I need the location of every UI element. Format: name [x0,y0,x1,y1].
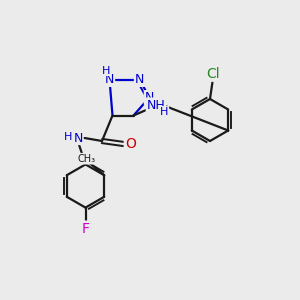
Text: H: H [160,106,169,117]
Text: O: O [125,137,136,151]
Text: NH: NH [147,98,165,112]
Text: N: N [73,131,83,145]
Text: CH₃: CH₃ [78,154,96,164]
Text: H: H [64,132,73,142]
Text: N: N [145,91,154,104]
Text: H: H [102,65,110,76]
Text: F: F [82,222,89,236]
Text: N: N [105,73,114,86]
Text: Cl: Cl [206,67,220,80]
Text: N: N [135,73,144,86]
